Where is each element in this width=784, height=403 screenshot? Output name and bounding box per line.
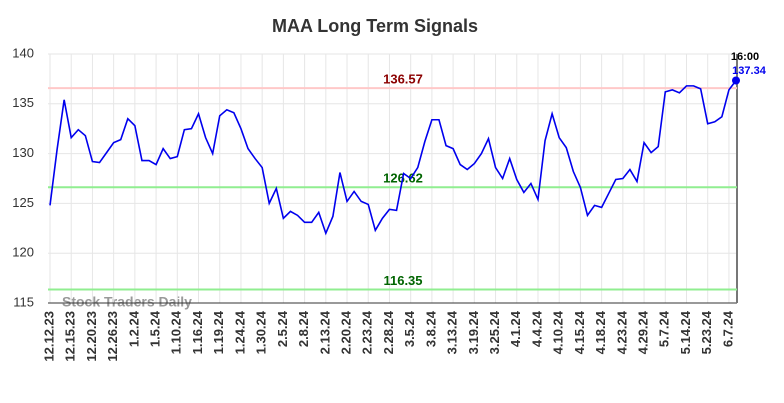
x-tick-label: 2.13.24	[317, 310, 332, 354]
y-tick-label: 135	[12, 95, 34, 110]
y-tick-label: 115	[13, 294, 34, 309]
x-tick-label: 3.5.24	[402, 310, 417, 347]
line	[49, 80, 737, 236]
x-tick-label: 4.18.24	[593, 310, 608, 354]
y-tick-label: 120	[12, 245, 34, 260]
x-tick-label: 3.19.24	[466, 310, 481, 354]
x-tick-label: 1.30.24	[254, 310, 269, 354]
x-tick-label: 1.5.24	[148, 310, 163, 347]
x-tick-label: 12.12.23	[41, 311, 56, 362]
x-tick-label: 1.24.24	[232, 310, 247, 354]
x-tick-label: 4.23.24	[614, 310, 629, 354]
x-tick-label: 3.25.24	[487, 310, 502, 354]
x-tick-label: 12.15.23	[63, 311, 78, 362]
last-point	[732, 76, 740, 85]
chart-title: MAA Long Term Signals	[272, 16, 478, 36]
x-tick-label: 2.5.24	[275, 310, 290, 347]
x-tick-label: 4.29.24	[635, 310, 650, 354]
x-tick-label: 2.8.24	[296, 310, 311, 347]
x-tick-label: 4.15.24	[572, 310, 587, 354]
x-tick-label: 6.7.24	[720, 310, 735, 347]
x-tick-label: 1.10.24	[169, 310, 184, 354]
x-tick-label: 3.8.24	[423, 310, 438, 347]
signal-label: 136.57	[383, 72, 423, 87]
x-tick-label: 4.1.24	[508, 310, 523, 347]
x-tick-label: 5.14.24	[678, 310, 693, 354]
y-tick-label: 130	[12, 145, 34, 160]
y-tick-label: 140	[12, 45, 34, 60]
x-tick-label: 12.20.23	[84, 311, 99, 362]
x-tick-label: 12.26.23	[105, 311, 120, 362]
x-tick-label: 5.23.24	[699, 310, 714, 354]
last-value: 137.34	[732, 65, 767, 77]
x-tick-label: 2.28.24	[381, 310, 396, 354]
x-tick-label: 1.19.24	[211, 310, 226, 354]
x-tick-label: 1.2.24	[126, 310, 141, 347]
x-tick-label: 2.23.24	[360, 310, 375, 354]
x-tick-label: 3.13.24	[445, 310, 460, 354]
x-tick-label: 4.4.24	[529, 310, 544, 347]
y-tick-label: 125	[12, 195, 34, 210]
last-time: 16:00	[731, 51, 759, 63]
x-tick-label: 4.10.24	[551, 310, 566, 354]
x-tick-label: 1.16.24	[190, 310, 205, 354]
signal-label: 116.35	[383, 273, 422, 288]
x-tick-label: 2.20.24	[338, 310, 353, 354]
x-tick-label: 5.7.24	[657, 310, 672, 347]
watermark: Stock Traders Daily	[62, 294, 192, 310]
